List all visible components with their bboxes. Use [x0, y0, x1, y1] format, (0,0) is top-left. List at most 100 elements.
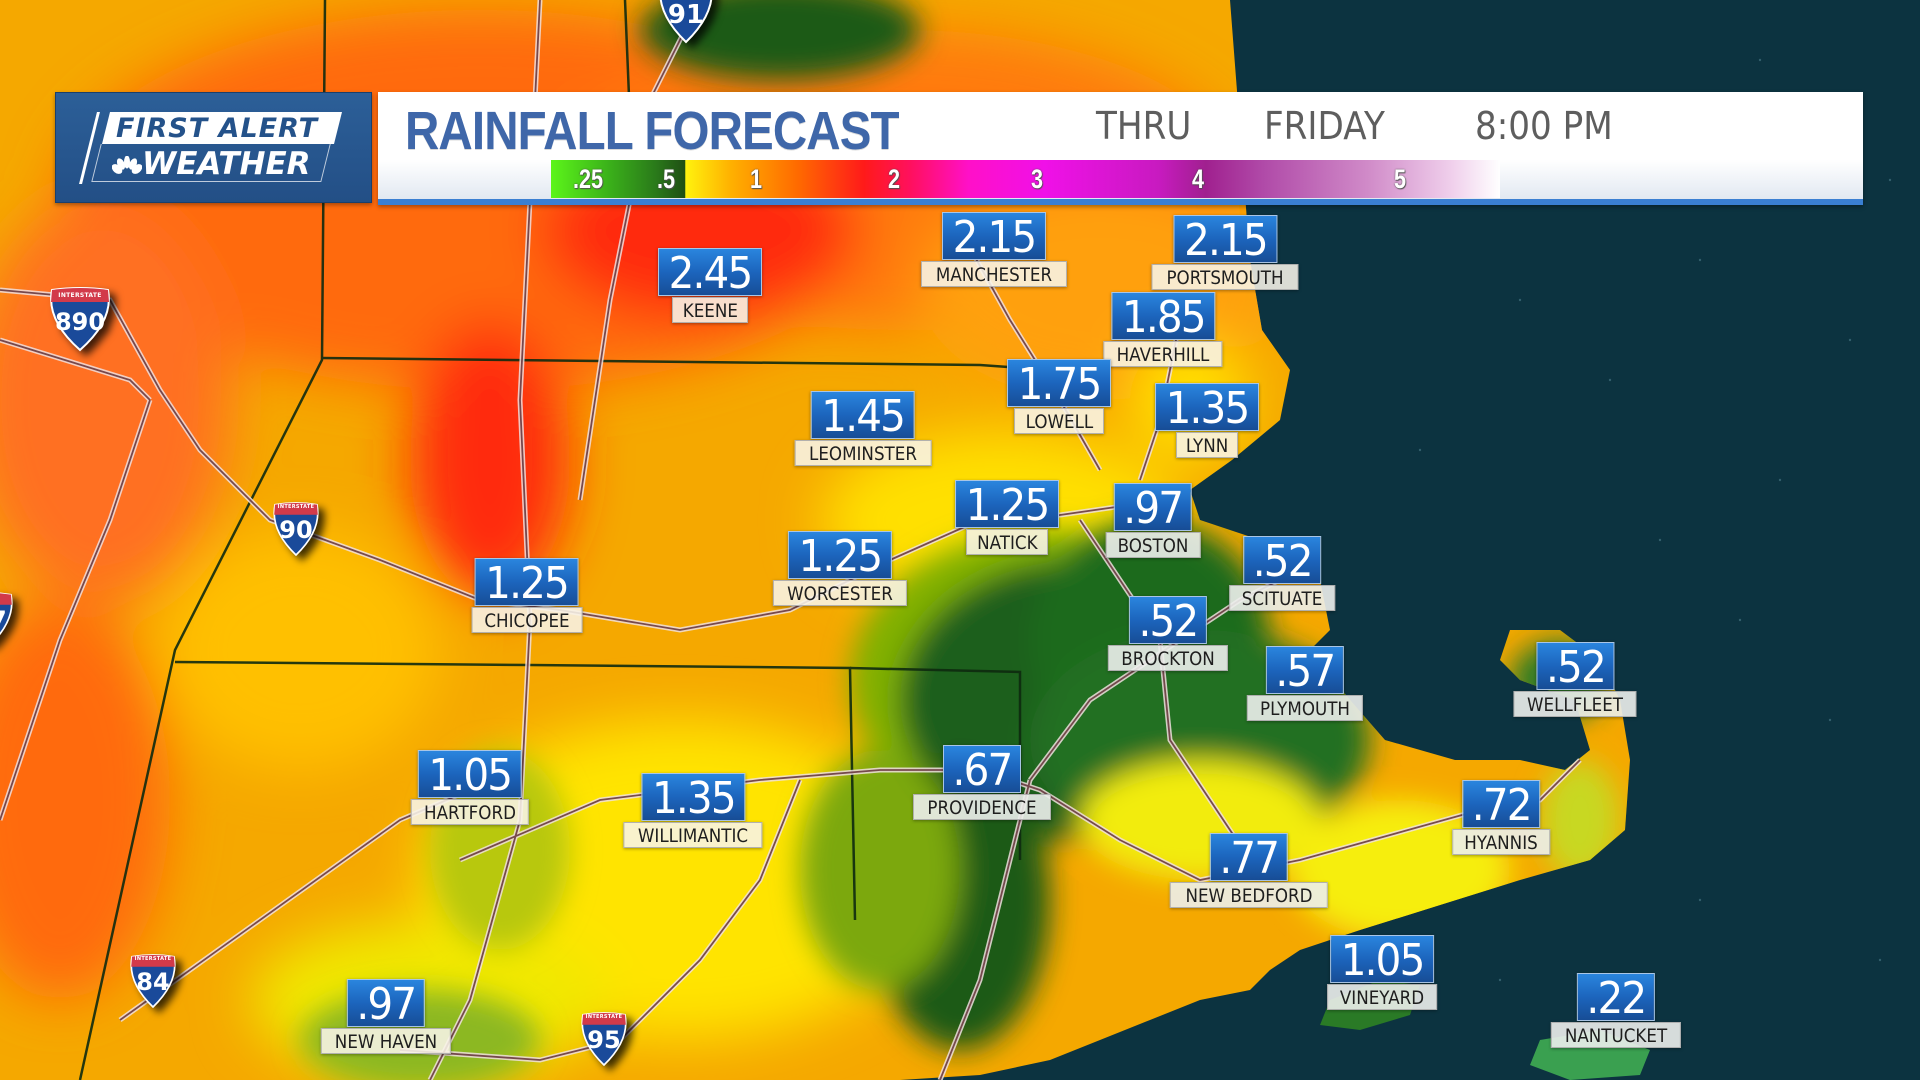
city-name: BOSTON: [1105, 532, 1201, 558]
city-marker-plymouth: .57 PLYMOUTH: [1246, 646, 1364, 721]
city-name: LYNN: [1175, 432, 1239, 458]
rainfall-value: .52: [1536, 642, 1614, 693]
shield-caption: INTERSTATE: [58, 292, 102, 299]
rainfall-value: 1.25: [475, 558, 579, 609]
city-marker-vineyard: 1.05 VINEYARD: [1327, 935, 1437, 1010]
interstate-shield-icon: [50, 287, 110, 352]
city-marker-scituate: .52 SCITUATE: [1229, 536, 1335, 611]
nbc-peacock-icon: [112, 156, 142, 174]
city-name: LEOMINSTER: [794, 440, 932, 466]
city-marker-new-haven: .97 NEW HAVEN: [320, 979, 452, 1054]
city-name: HARTFORD: [410, 799, 530, 825]
city-name: HYANNIS: [1452, 829, 1550, 855]
shield-caption: INTERSTATE: [134, 956, 172, 962]
city-marker-brockton: .52 BROCKTON: [1107, 596, 1229, 671]
interstate-shield-icon: [0, 592, 13, 636]
city-name: CHICOPEE: [471, 607, 583, 633]
rainfall-value: .72: [1462, 780, 1540, 831]
scale-tick: 1: [749, 164, 763, 194]
shield-caption: INTERSTATE: [277, 504, 315, 510]
city-marker-keene: 2.45 KEENE: [658, 248, 762, 323]
city-name: NATICK: [965, 529, 1049, 555]
rainfall-value: 2.15: [1173, 215, 1277, 266]
scale-tick: .25: [572, 164, 604, 194]
city-marker-leominster: 1.45 LEOMINSTER: [794, 391, 932, 466]
logo-line-1: FIRST ALERT: [116, 113, 319, 144]
city-name: MANCHESTER: [920, 261, 1068, 287]
city-name: PORTSMOUTH: [1151, 264, 1299, 290]
city-marker-providence: .67 PROVIDENCE: [912, 745, 1052, 820]
rainfall-value: 2.45: [658, 248, 762, 299]
city-name: BROCKTON: [1107, 645, 1229, 671]
interstate-84-shield: INTERSTATE 84: [127, 952, 179, 1010]
shield-number: 91: [667, 0, 705, 30]
shield-number: 890: [54, 308, 106, 336]
interstate-shield-icon: [273, 502, 319, 557]
rainfall-value: .67: [943, 745, 1021, 796]
city-marker-wellfleet: .52 WELLFLEET: [1513, 642, 1637, 717]
scale-tick: 5: [1393, 164, 1407, 194]
shield-number: 90: [279, 516, 313, 544]
city-marker-worcester: 1.25 WORCESTER: [772, 531, 908, 606]
shield-caption: INTERSTATE: [585, 1014, 623, 1020]
rainfall-value: 1.05: [1330, 935, 1434, 986]
city-name: NEW HAVEN: [320, 1028, 452, 1054]
interstate-890-shield: INTERSTATE 890: [46, 286, 114, 352]
scale-tick: 4: [1191, 164, 1205, 194]
scale-tick: 3: [1030, 164, 1044, 194]
rainfall-value: 2.15: [942, 212, 1046, 263]
city-marker-portsmouth: 2.15 PORTSMOUTH: [1151, 215, 1299, 290]
city-name: SCITUATE: [1229, 585, 1335, 611]
city-name: KEENE: [671, 297, 749, 323]
title-underline: [378, 199, 1863, 205]
rainfall-value: 1.85: [1111, 292, 1215, 343]
city-marker-haverhill: 1.85 HAVERHILL: [1103, 292, 1223, 367]
city-marker-nantucket: .22 NANTUCKET: [1550, 973, 1682, 1048]
rainfall-value: .22: [1577, 973, 1655, 1024]
city-marker-natick: 1.25 NATICK: [955, 480, 1059, 555]
rainfall-value: .52: [1129, 596, 1207, 647]
rainfall-value: 1.35: [1155, 383, 1259, 434]
thru-label: THRU: [1096, 104, 1192, 148]
scale-tick: 2: [887, 164, 901, 194]
rainfall-value: 1.35: [641, 773, 745, 824]
city-marker-hyannis: .72 HYANNIS: [1452, 780, 1550, 855]
forecast-day: FRIDAY: [1264, 104, 1385, 148]
rainfall-color-scale: [551, 160, 1500, 198]
rainfall-value: .52: [1243, 536, 1321, 587]
city-name: PROVIDENCE: [912, 794, 1052, 820]
city-marker-lynn: 1.35 LYNN: [1155, 383, 1259, 458]
forecast-time: 8:00 PM: [1475, 104, 1613, 148]
rainfall-value: 1.75: [1007, 359, 1111, 410]
city-name: NEW BEDFORD: [1169, 882, 1329, 908]
city-marker-hartford: 1.05 HARTFORD: [410, 750, 530, 825]
interstate-95-shield: INTERSTATE 95: [578, 1010, 630, 1068]
page-title: RAINFALL FORECAST: [405, 101, 900, 161]
first-alert-weather-logo: FIRST ALERT WEATHER: [55, 92, 372, 203]
rainfall-value: .97: [347, 979, 425, 1030]
city-name: PLYMOUTH: [1246, 695, 1364, 721]
shield-number: 95: [587, 1026, 621, 1054]
shield-number: 84: [136, 968, 170, 996]
rainfall-value: .97: [1114, 483, 1192, 534]
interstate-shield-icon: [659, 0, 713, 44]
scale-tick: .5: [656, 164, 676, 194]
rainfall-value: .77: [1210, 833, 1288, 884]
city-name: WILLIMANTIC: [623, 822, 763, 848]
city-marker-boston: .97 BOSTON: [1105, 483, 1201, 558]
city-marker-manchester: 2.15 MANCHESTER: [920, 212, 1068, 287]
city-name: VINEYARD: [1327, 984, 1437, 1010]
city-marker-willimantic: 1.35 WILLIMANTIC: [623, 773, 763, 848]
city-name: WORCESTER: [772, 580, 908, 606]
interstate-91-shield: INTERSTATE 91: [655, 0, 717, 44]
interstate-87-shield: 87: [0, 590, 16, 648]
city-name: WELLFLEET: [1513, 691, 1637, 717]
interstate-shield-icon: [581, 1012, 627, 1067]
rainfall-value: 1.25: [955, 480, 1059, 531]
rainfall-value: 1.45: [811, 391, 915, 442]
city-marker-new-bedford: .77 NEW BEDFORD: [1169, 833, 1329, 908]
rainfall-value: 1.05: [418, 750, 522, 801]
rainfall-value: .57: [1266, 646, 1344, 697]
city-marker-chicopee: 1.25 CHICOPEE: [471, 558, 583, 633]
city-name: NANTUCKET: [1550, 1022, 1682, 1048]
